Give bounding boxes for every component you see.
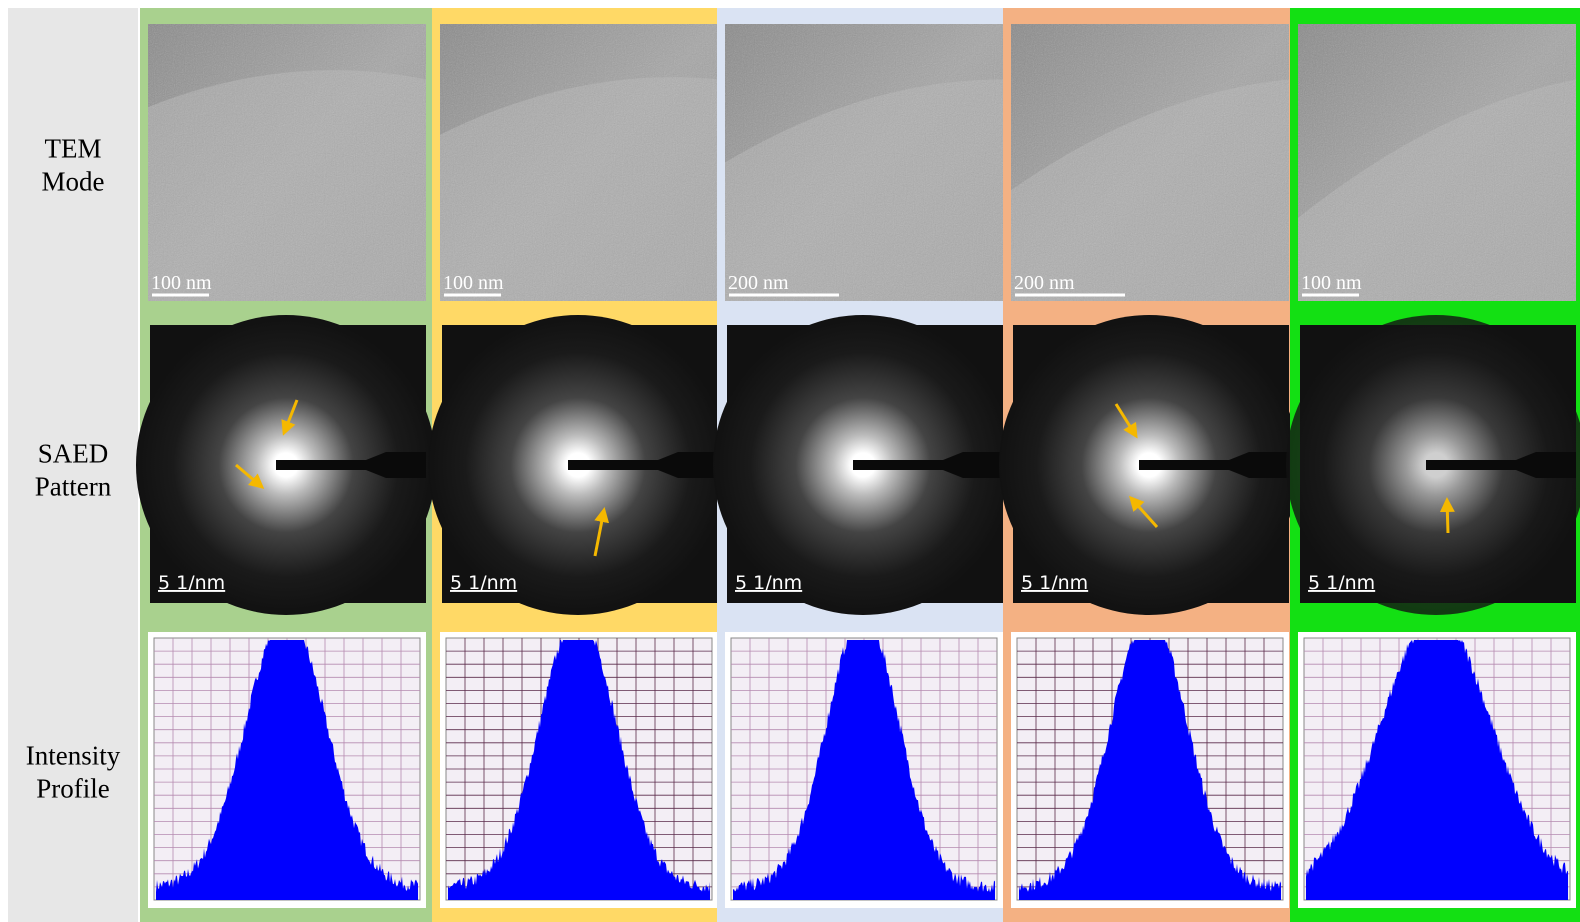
- tem-noise: [440, 24, 718, 301]
- tem-noise: [1011, 24, 1289, 301]
- tem-scale-label: 100 nm: [151, 272, 212, 294]
- row-label: Pattern: [35, 472, 112, 502]
- tem-image: [148, 24, 426, 301]
- saed-scale-label: 5 1/nm: [450, 572, 517, 594]
- tem-noise: [1298, 24, 1576, 301]
- row-label: TEM: [45, 134, 102, 164]
- row-label: SAED: [38, 439, 109, 469]
- tem-scale-label: 100 nm: [1301, 272, 1362, 294]
- tem-scale-label: 100 nm: [443, 272, 504, 294]
- saed-scale-label: 5 1/nm: [735, 572, 802, 594]
- tem-image: [725, 24, 1003, 301]
- page: TEMMode SAEDPattern IntensityProfile 100 nm…: [0, 0, 1580, 922]
- tem-scale-label: 200 nm: [1014, 272, 1075, 294]
- saed-scale-label: 5 1/nm: [1021, 572, 1088, 594]
- tem-image: [1298, 24, 1576, 301]
- tem-scale-label: 200 nm: [728, 272, 789, 294]
- tem-image: [440, 24, 718, 301]
- tem-noise: [148, 24, 426, 301]
- figure: TEMMode SAEDPattern IntensityProfile 100 nm…: [0, 0, 1580, 922]
- saed-scale-label: 5 1/nm: [1308, 572, 1375, 594]
- tem-image: [1011, 24, 1289, 301]
- arrow: [1447, 500, 1448, 533]
- row-label: Profile: [36, 774, 110, 804]
- tem-noise: [725, 24, 1003, 301]
- row-label: Intensity: [26, 741, 121, 771]
- saed-scale-label: 5 1/nm: [158, 572, 225, 594]
- row-label: Mode: [42, 167, 105, 197]
